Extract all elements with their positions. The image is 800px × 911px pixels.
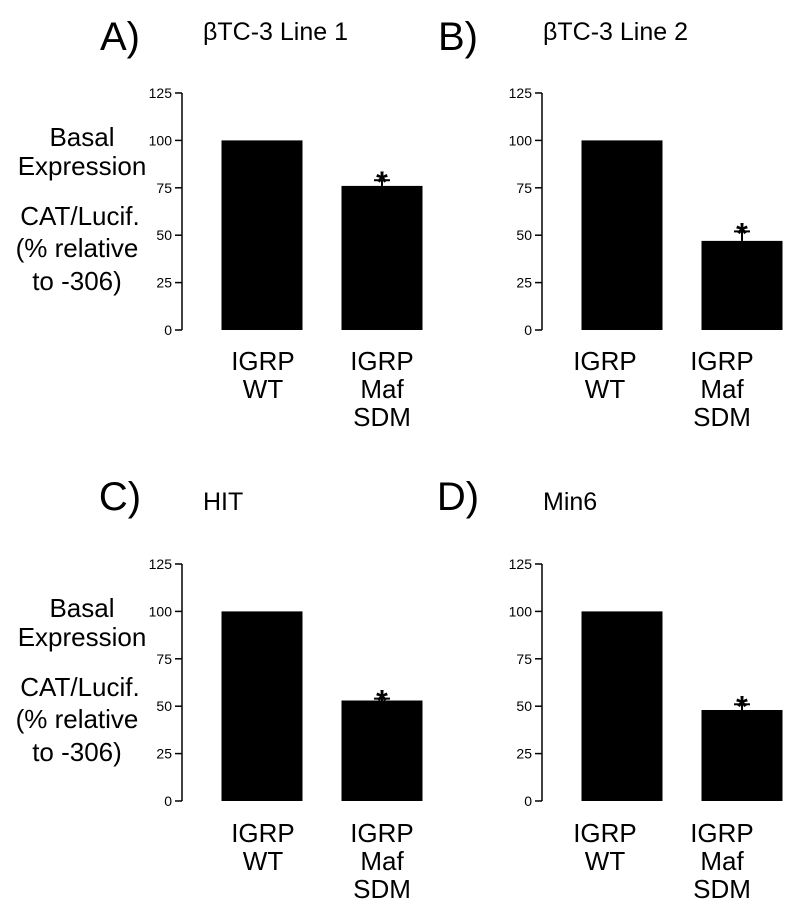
category-label: IGRP Maf SDM [690, 346, 754, 432]
panel-title: HIT [203, 488, 243, 516]
y-tick-label: 0 [164, 793, 172, 809]
panel-title: Min6 [543, 488, 597, 516]
category-label-line: SDM [693, 874, 751, 904]
y-tick-label: 50 [156, 227, 172, 243]
y-tick-label: 100 [149, 132, 173, 148]
y-tick-label: 125 [149, 556, 173, 572]
significance-marker: * [736, 690, 748, 723]
category-label-line: IGRP [690, 346, 754, 376]
y-tick-label: 50 [516, 698, 532, 714]
y-tick-label: 0 [164, 322, 172, 338]
y-tick-label: 100 [149, 603, 173, 619]
category-label-line: SDM [353, 874, 411, 904]
y-tick-label: 0 [524, 322, 532, 338]
bar [341, 700, 423, 801]
y-tick-label: 25 [156, 275, 172, 291]
y-tick-label: 75 [516, 180, 532, 196]
y-axis-label-line: (% relative [16, 233, 139, 263]
y-tick-label: 100 [509, 132, 533, 148]
category-label-line: WT [585, 374, 626, 404]
category-label: IGRP WT [573, 346, 637, 404]
y-tick-label: 125 [509, 556, 533, 572]
category-label-line: IGRP [231, 818, 295, 848]
panel-letter: B) [438, 15, 478, 59]
bar [221, 611, 303, 801]
y-tick-label: 125 [149, 85, 173, 101]
y-tick-label: 75 [156, 651, 172, 667]
y-axis-label-line: to -306) [32, 266, 122, 296]
category-label-line: Maf [360, 846, 404, 876]
category-label: IGRP Maf SDM [690, 818, 754, 904]
bar [581, 611, 663, 801]
y-tick-label: 100 [509, 603, 533, 619]
significance-marker: * [736, 217, 748, 250]
panel-title: βTC-3 Line 1 [203, 18, 348, 46]
category-label-line: Maf [700, 374, 744, 404]
y-axis-label-line: CAT/Lucif. [20, 201, 139, 231]
category-label-line: Maf [700, 846, 744, 876]
bar [221, 140, 303, 330]
bar [581, 140, 663, 330]
panel-letter: C) [99, 475, 141, 519]
category-label-line: IGRP [350, 346, 414, 376]
y-tick-label: 25 [516, 275, 532, 291]
category-label-line: Maf [360, 374, 404, 404]
category-label-line: WT [585, 846, 626, 876]
category-label-line: IGRP [690, 818, 754, 848]
category-label-line: SDM [353, 402, 411, 432]
y-tick-label: 50 [516, 227, 532, 243]
category-label: IGRP Maf SDM [350, 818, 414, 904]
category-label-line: IGRP [350, 818, 414, 848]
category-label: IGRP Maf SDM [350, 346, 414, 432]
panel-letter: A) [100, 15, 140, 59]
y-tick-label: 25 [156, 746, 172, 762]
panel-letter: D) [437, 475, 479, 519]
category-label-line: WT [243, 374, 284, 404]
y-axis-label-line: (% relative [16, 704, 139, 734]
y-axis-label-line: Basal [49, 122, 114, 152]
y-tick-label: 0 [524, 793, 532, 809]
y-tick-label: 75 [156, 180, 172, 196]
y-axis-label-line: Expression [18, 622, 147, 652]
y-tick-label: 50 [156, 698, 172, 714]
y-tick-label: 125 [509, 85, 533, 101]
y-axis-label-line: CAT/Lucif. [20, 672, 139, 702]
category-label-line: IGRP [573, 346, 637, 376]
category-label-line: WT [243, 846, 284, 876]
category-label: IGRP WT [231, 346, 295, 404]
category-label-line: IGRP [231, 346, 295, 376]
y-tick-label: 75 [516, 651, 532, 667]
significance-marker: * [376, 685, 388, 718]
category-label: IGRP WT [231, 818, 295, 876]
category-label-line: IGRP [573, 818, 637, 848]
y-tick-label: 25 [516, 746, 532, 762]
category-label-line: SDM [693, 402, 751, 432]
y-axis-label-line: to -306) [32, 737, 122, 767]
y-axis-label-line: Expression [18, 151, 147, 181]
bar [701, 240, 783, 330]
bar [341, 185, 423, 330]
y-axis-label-line: Basal [49, 593, 114, 623]
category-label: IGRP WT [573, 818, 637, 876]
bar [701, 709, 783, 801]
significance-marker: * [376, 166, 388, 199]
panel-title: βTC-3 Line 2 [543, 18, 688, 46]
